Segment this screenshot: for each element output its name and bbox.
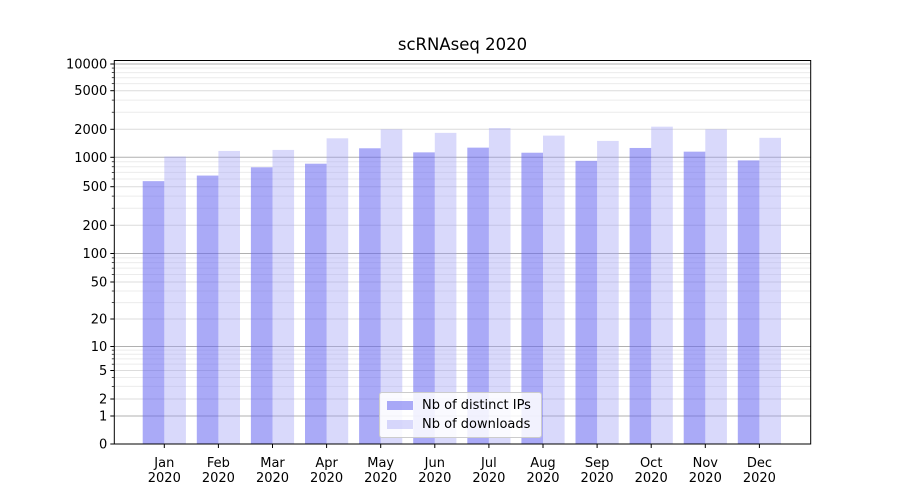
- bar-downloads-mar: [272, 149, 295, 444]
- x-tick-label-year-feb: 2020: [202, 471, 235, 486]
- bar-distinct-ips-aug: [521, 152, 543, 444]
- y-tick-label-10: 10: [91, 340, 108, 355]
- legend-item-distinct-ips: Nb of distinct IPs: [387, 397, 531, 414]
- y-tick-label-1000: 1000: [74, 151, 107, 166]
- x-tick-label-month-jul: Jul: [480, 456, 497, 471]
- x-tick-label-year-jun: 2020: [418, 471, 451, 486]
- bar-downloads-aug: [543, 135, 565, 444]
- legend-swatch-distinct-ips: [387, 401, 413, 410]
- x-tick-label-month-aug: Aug: [530, 456, 555, 471]
- y-tick-label-500: 500: [82, 180, 107, 195]
- bar-distinct-ips-feb: [196, 175, 219, 444]
- x-tick-label-month-sep: Sep: [585, 456, 610, 471]
- x-tick-label-month-jan: Jan: [153, 456, 174, 471]
- bar-downloads-jun: [434, 132, 457, 445]
- bar-downloads-jan: [164, 156, 186, 444]
- bar-downloads-feb: [218, 150, 240, 444]
- y-tick-label-5000: 5000: [74, 84, 107, 99]
- x-tick-label-year-aug: 2020: [526, 471, 559, 486]
- bar-distinct-ips-jul: [467, 147, 489, 444]
- bar-distinct-ips-apr: [305, 163, 327, 444]
- legend-label-distinct-ips: Nb of distinct IPs: [422, 398, 531, 413]
- bar-distinct-ips-oct: [629, 147, 652, 444]
- y-tick-label-0: 0: [99, 438, 107, 453]
- bar-distinct-ips-jun: [413, 152, 435, 444]
- x-tick-label-year-apr: 2020: [310, 471, 343, 486]
- x-tick-label-year-may: 2020: [364, 471, 397, 486]
- bar-downloads-nov: [705, 129, 727, 445]
- y-tick-label-1: 1: [99, 410, 107, 425]
- x-tick-label-year-jan: 2020: [148, 471, 181, 486]
- y-tick-label-2: 2: [99, 393, 107, 408]
- axes: [110, 60, 812, 448]
- legend-label-downloads: Nb of downloads: [422, 417, 531, 432]
- chart-title: scRNAseq 2020: [397, 35, 528, 54]
- bar-distinct-ips-jan: [142, 181, 165, 445]
- bar-distinct-ips-nov: [683, 151, 706, 445]
- bar-downloads-dec: [759, 137, 781, 444]
- x-tick-label-year-nov: 2020: [689, 471, 722, 486]
- axis-labels: 012510205010020050010002000500010000Jan2…: [66, 58, 776, 487]
- y-tick-label-10000: 10000: [66, 58, 107, 73]
- x-tick-label-month-dec: Dec: [747, 456, 772, 471]
- y-tick-label-20: 20: [91, 313, 108, 328]
- y-tick-label-2000: 2000: [74, 123, 107, 138]
- bar-distinct-ips-dec: [737, 160, 760, 444]
- x-tick-label-month-nov: Nov: [693, 456, 719, 471]
- y-tick-label-50: 50: [91, 276, 108, 291]
- x-tick-label-month-mar: Mar: [260, 456, 285, 471]
- bar-distinct-ips-sep: [575, 160, 598, 444]
- legend-item-downloads: Nb of downloads: [387, 416, 531, 433]
- legend-swatch-downloads: [387, 420, 413, 429]
- legend: Nb of distinct IPs Nb of downloads: [379, 392, 542, 438]
- x-tick-label-month-oct: Oct: [640, 456, 662, 471]
- bar-distinct-ips-may: [359, 148, 381, 444]
- x-tick-label-month-apr: Apr: [315, 456, 338, 471]
- y-tick-label-200: 200: [82, 219, 107, 234]
- x-tick-label-year-mar: 2020: [256, 471, 289, 486]
- bar-downloads-oct: [651, 126, 673, 445]
- x-tick-label-year-jul: 2020: [472, 471, 505, 486]
- bar-downloads-apr: [326, 138, 349, 445]
- plot-border: [113, 60, 812, 445]
- bar-downloads-may: [380, 129, 403, 445]
- bar-distinct-ips-mar: [250, 167, 273, 444]
- x-tick-label-month-feb: Feb: [207, 456, 230, 471]
- x-tick-label-year-oct: 2020: [635, 471, 668, 486]
- bars: [142, 126, 781, 445]
- bar-downloads-jul: [488, 128, 511, 444]
- x-tick-label-year-sep: 2020: [581, 471, 614, 486]
- y-tick-label-5: 5: [99, 364, 107, 379]
- bar-downloads-sep: [597, 140, 619, 444]
- x-tick-label-month-may: May: [367, 456, 394, 471]
- x-tick-label-year-dec: 2020: [743, 471, 776, 486]
- y-tick-label-100: 100: [82, 247, 107, 262]
- x-tick-label-month-jun: Jun: [424, 456, 445, 471]
